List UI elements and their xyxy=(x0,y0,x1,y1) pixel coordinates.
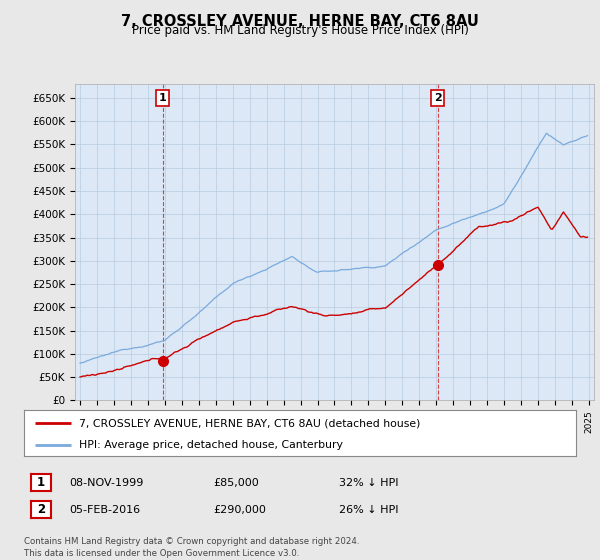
Text: HPI: Average price, detached house, Canterbury: HPI: Average price, detached house, Cant… xyxy=(79,440,343,450)
Text: 7, CROSSLEY AVENUE, HERNE BAY, CT6 8AU: 7, CROSSLEY AVENUE, HERNE BAY, CT6 8AU xyxy=(121,14,479,29)
Text: £290,000: £290,000 xyxy=(213,505,266,515)
Text: 08-NOV-1999: 08-NOV-1999 xyxy=(69,478,143,488)
Text: 1: 1 xyxy=(158,93,166,103)
Text: 2: 2 xyxy=(37,503,45,516)
Text: 32% ↓ HPI: 32% ↓ HPI xyxy=(339,478,398,488)
Text: £85,000: £85,000 xyxy=(213,478,259,488)
Text: Contains HM Land Registry data © Crown copyright and database right 2024.
This d: Contains HM Land Registry data © Crown c… xyxy=(24,537,359,558)
Text: Price paid vs. HM Land Registry's House Price Index (HPI): Price paid vs. HM Land Registry's House … xyxy=(131,24,469,37)
Text: 2: 2 xyxy=(434,93,442,103)
Text: 1: 1 xyxy=(37,476,45,489)
Text: 26% ↓ HPI: 26% ↓ HPI xyxy=(339,505,398,515)
Text: 7, CROSSLEY AVENUE, HERNE BAY, CT6 8AU (detached house): 7, CROSSLEY AVENUE, HERNE BAY, CT6 8AU (… xyxy=(79,418,421,428)
Text: 05-FEB-2016: 05-FEB-2016 xyxy=(69,505,140,515)
